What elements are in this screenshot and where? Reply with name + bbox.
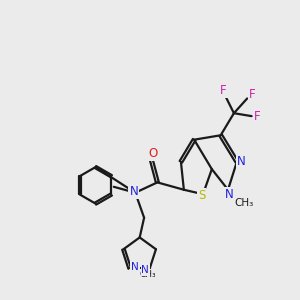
Text: CH₃: CH₃ [139,270,156,279]
Text: N: N [131,262,139,272]
Text: CH₃: CH₃ [235,198,254,208]
Text: N: N [129,185,138,198]
Text: S: S [198,189,205,202]
Text: N: N [141,265,149,275]
Text: N: N [237,155,246,168]
Text: F: F [249,88,256,101]
Text: O: O [148,147,158,160]
Text: N: N [225,188,234,201]
Text: F: F [220,84,227,97]
Text: F: F [254,110,261,123]
